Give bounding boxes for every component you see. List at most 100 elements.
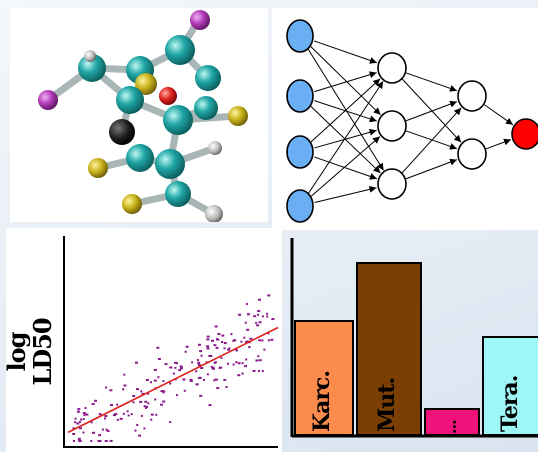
data-point	[82, 431, 85, 434]
data-point	[92, 431, 95, 434]
data-point	[156, 346, 160, 349]
data-point	[126, 410, 129, 413]
category-bar: ...	[424, 408, 480, 436]
data-point	[99, 440, 102, 442]
data-point	[257, 355, 260, 358]
data-point	[216, 338, 218, 341]
data-point	[211, 339, 214, 342]
data-point	[208, 404, 212, 407]
network-nodes	[286, 19, 538, 223]
data-point	[127, 414, 130, 417]
data-point	[221, 334, 225, 337]
data-point	[258, 359, 262, 362]
data-point	[213, 361, 216, 364]
data-point	[79, 427, 82, 430]
data-point	[72, 433, 76, 435]
data-point	[203, 378, 205, 381]
input-node	[286, 135, 314, 169]
connection-arrow	[314, 185, 377, 203]
data-point	[162, 380, 165, 383]
data-point	[267, 332, 270, 335]
data-point	[267, 339, 270, 342]
category-bar: Mut.	[356, 262, 422, 436]
data-point	[143, 427, 146, 430]
data-point	[132, 401, 135, 404]
data-point	[178, 369, 182, 372]
data-point	[213, 344, 217, 347]
data-point	[135, 361, 138, 364]
data-point	[90, 440, 93, 442]
data-point	[83, 414, 86, 417]
data-point	[144, 407, 147, 409]
data-point	[233, 339, 237, 342]
data-point	[248, 346, 251, 349]
data-point	[256, 324, 260, 327]
connection-arrow	[310, 106, 381, 174]
data-point	[147, 392, 150, 395]
data-point	[223, 347, 226, 350]
data-point	[199, 394, 203, 397]
data-point	[162, 391, 165, 394]
data-point	[104, 417, 107, 420]
molecule-image	[10, 8, 268, 222]
data-point	[85, 413, 89, 416]
data-point	[196, 359, 199, 361]
oxygen-atom	[159, 87, 177, 105]
data-point	[214, 325, 218, 328]
carbon-atom	[78, 54, 106, 82]
sulfur-atom	[135, 73, 157, 95]
data-point	[228, 347, 231, 350]
carbon-atom	[163, 105, 193, 135]
data-point	[185, 345, 189, 348]
data-point	[176, 362, 178, 365]
data-point	[172, 372, 175, 375]
data-point	[244, 321, 247, 324]
data-point	[255, 321, 258, 324]
data-point	[246, 313, 250, 316]
data-point	[160, 390, 164, 393]
data-point	[271, 318, 275, 320]
connection-arrow	[401, 107, 462, 174]
category-bar-label: Karc.	[309, 370, 335, 432]
data-point	[223, 378, 227, 381]
data-point	[140, 390, 143, 393]
data-point	[174, 361, 177, 364]
connection-arrow	[314, 128, 377, 149]
connection-arrow	[405, 72, 458, 92]
data-point	[258, 339, 262, 342]
connection-arrow	[314, 71, 377, 93]
data-point	[150, 418, 153, 421]
data-point	[139, 400, 143, 403]
data-point	[240, 340, 243, 343]
data-point	[136, 388, 139, 391]
data-point	[180, 367, 183, 370]
data-point	[77, 408, 81, 411]
sulfur-atom	[228, 106, 248, 126]
data-point	[130, 413, 133, 416]
data-point	[76, 410, 80, 413]
output-node	[511, 118, 538, 150]
connection-arrow	[314, 40, 378, 64]
data-point	[169, 421, 172, 424]
data-point	[74, 421, 77, 424]
data-point	[182, 378, 186, 381]
data-point	[195, 370, 198, 373]
connection-arrow	[314, 156, 378, 180]
data-point	[257, 310, 261, 312]
sulfur-atom	[88, 158, 108, 178]
data-point	[266, 312, 269, 315]
data-point	[266, 315, 269, 318]
data-point	[157, 358, 161, 360]
data-point	[221, 341, 223, 343]
data-point	[255, 359, 259, 362]
data-point	[211, 366, 215, 369]
data-point	[140, 414, 143, 417]
data-point	[244, 365, 247, 368]
data-point	[153, 379, 157, 382]
data-point	[150, 381, 152, 384]
data-point	[105, 386, 108, 389]
data-point	[76, 422, 80, 425]
molecule-model	[38, 10, 248, 222]
data-point	[246, 328, 250, 331]
data-point	[110, 404, 113, 407]
